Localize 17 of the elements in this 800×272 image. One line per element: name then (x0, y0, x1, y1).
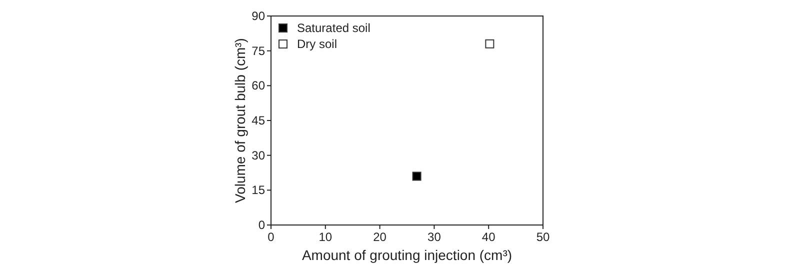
y-axis-title: Volume of grout bulb (cm³) (232, 38, 248, 203)
y-tick-label: 45 (252, 114, 266, 128)
y-tick-label: 60 (252, 78, 266, 93)
x-tick-label: 0 (268, 230, 275, 244)
x-tick-label: 20 (373, 230, 387, 244)
y-tick-label: 30 (252, 148, 266, 162)
y-tick-label: 0 (258, 218, 266, 232)
y-tick-label: 90 (252, 9, 266, 23)
x-tick-label: 30 (428, 230, 442, 244)
x-axis-title: Amount of grouting injection (cm³) (302, 247, 512, 263)
legend-label: Dry soil (297, 37, 338, 51)
y-tick-label: 15 (252, 183, 266, 198)
y-tick-label: 75 (252, 44, 266, 58)
x-tick-label: 10 (318, 230, 332, 244)
x-tick-label: 50 (536, 230, 550, 244)
legend-label: Saturated soil (297, 21, 370, 35)
x-tick-label: 40 (482, 230, 496, 244)
